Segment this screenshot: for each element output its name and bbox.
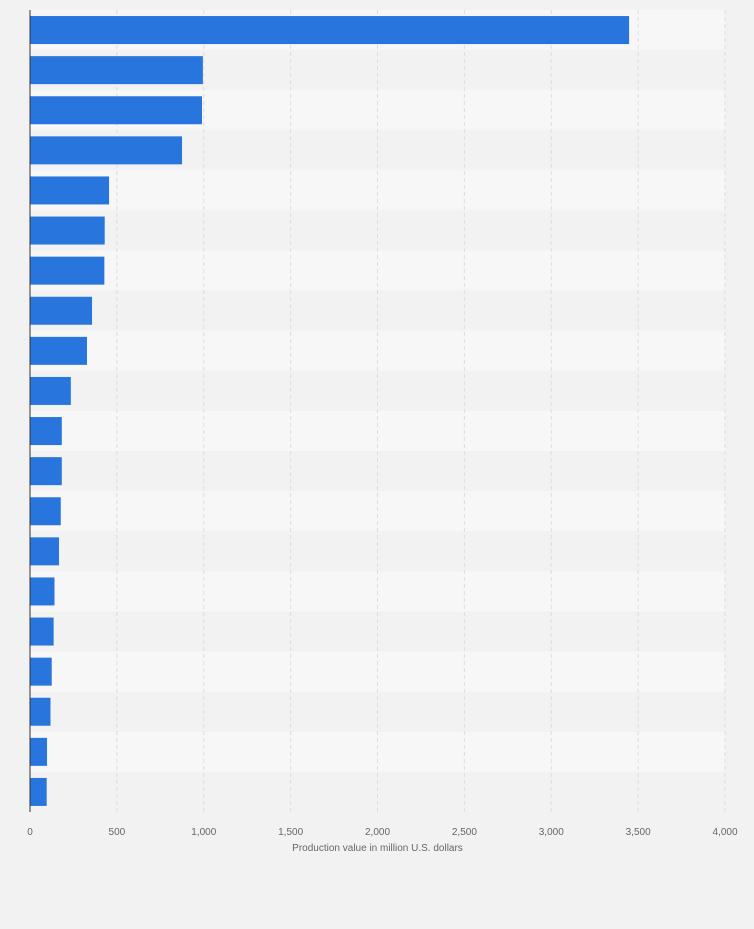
bar[interactable] (30, 336, 87, 365)
row-band (30, 771, 725, 812)
bar[interactable] (30, 657, 52, 686)
row-band (30, 330, 725, 371)
bar[interactable] (30, 256, 105, 285)
row-band (30, 731, 725, 772)
bar[interactable] (30, 296, 93, 325)
bar[interactable] (30, 777, 47, 806)
bar[interactable] (30, 56, 203, 85)
row-band (30, 290, 725, 331)
x-tick-label: 1,000 (191, 827, 216, 838)
bar[interactable] (30, 497, 61, 526)
bar[interactable] (30, 617, 54, 646)
bars (30, 16, 630, 806)
x-tick-label: 2,500 (452, 827, 477, 838)
bar[interactable] (30, 577, 55, 606)
bar[interactable] (30, 216, 105, 245)
bar[interactable] (30, 697, 51, 726)
bar[interactable] (30, 457, 62, 486)
row-band (30, 451, 725, 492)
row-band (30, 491, 725, 532)
x-axis-ticks: 0 500 1,000 1,500 2,000 2,500 3,000 3,500 4,000 (27, 827, 738, 838)
row-band (30, 170, 725, 211)
bar[interactable] (30, 737, 48, 766)
bar[interactable] (30, 417, 62, 446)
bar[interactable] (30, 16, 630, 45)
bar[interactable] (30, 96, 203, 125)
row-band (30, 611, 725, 652)
bar[interactable] (30, 376, 71, 405)
x-axis-title: Production value in million U.S. dollars (292, 843, 463, 854)
x-tick-label: 0 (27, 827, 33, 838)
x-tick-label: 4,000 (712, 827, 737, 838)
bar[interactable] (30, 176, 110, 205)
bar[interactable] (30, 136, 183, 165)
x-tick-label: 3,500 (626, 827, 651, 838)
x-tick-label: 500 (109, 827, 126, 838)
x-tick-label: 1,500 (278, 827, 303, 838)
bar[interactable] (30, 537, 60, 566)
x-tick-label: 2,000 (365, 827, 390, 838)
x-tick-label: 3,000 (539, 827, 564, 838)
